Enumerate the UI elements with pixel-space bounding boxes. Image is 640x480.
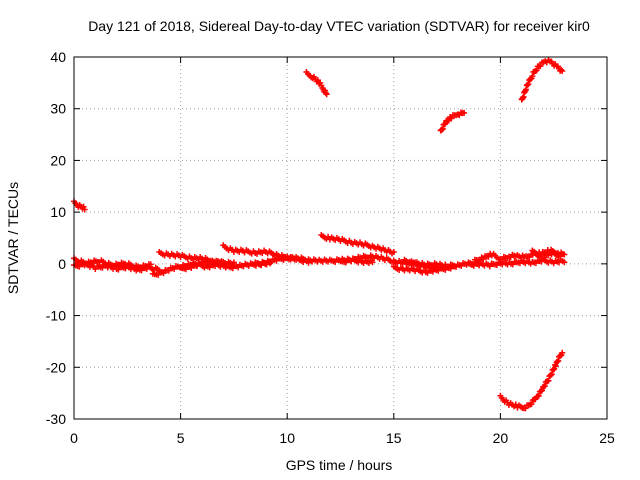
data-point — [165, 267, 172, 274]
data-point — [441, 121, 448, 128]
data-point — [155, 271, 162, 278]
tick-labels: 0 5 10 15 20 25 -30 -20 -10 0 10 20 30 40 — [46, 49, 615, 446]
data-point — [522, 405, 529, 412]
data-point — [525, 81, 532, 88]
series-arc-36 — [303, 69, 330, 98]
data-point — [538, 387, 545, 394]
x-tick-label: 5 — [177, 430, 185, 446]
y-tick-label: 10 — [50, 204, 66, 220]
data-point — [541, 383, 548, 390]
x-tick-label: 15 — [386, 430, 402, 446]
series-band-h — [318, 231, 397, 257]
series-band-e — [177, 257, 227, 273]
x-axis-label: GPS time / hours — [286, 457, 393, 473]
series-band-b — [71, 255, 154, 272]
data-point — [559, 349, 566, 356]
x-tick-label: 25 — [599, 430, 615, 446]
y-tick-label: -30 — [46, 411, 66, 427]
data-point — [160, 270, 167, 277]
y-tick-label: 40 — [50, 49, 66, 65]
data-point — [561, 251, 568, 258]
data-point — [552, 363, 559, 370]
data-point — [369, 259, 376, 266]
series-band-m — [465, 256, 568, 270]
y-tick-label: -10 — [46, 308, 66, 324]
data-point — [512, 401, 519, 408]
data-point — [559, 68, 566, 75]
data-point — [555, 357, 562, 364]
data-point — [80, 203, 87, 210]
chart-title: Day 121 of 2018, Sidereal Day-to-day VTE… — [88, 18, 590, 34]
x-tick-label: 10 — [279, 430, 295, 446]
data-point — [537, 252, 544, 259]
data-point — [535, 392, 542, 399]
x-tick-label: 0 — [70, 430, 78, 446]
data-point — [81, 206, 88, 213]
data-point — [528, 401, 535, 408]
data-series — [71, 57, 568, 412]
data-point — [529, 73, 536, 80]
y-tick-label: 20 — [50, 152, 66, 168]
data-point — [522, 86, 529, 93]
data-point — [147, 261, 154, 268]
data-point — [230, 259, 237, 266]
data-point — [480, 256, 487, 263]
data-point — [454, 261, 461, 268]
y-tick-label: 30 — [50, 101, 66, 117]
data-point — [448, 115, 455, 122]
series-early-arc — [71, 198, 88, 213]
data-point — [548, 371, 555, 378]
series-band-k — [401, 256, 461, 271]
data-point — [461, 109, 468, 116]
series-arc-trough — [497, 349, 566, 412]
plot-frame — [73, 56, 608, 420]
data-point — [526, 254, 533, 261]
data-point — [543, 249, 550, 256]
y-tick-label: 0 — [58, 256, 66, 272]
data-point — [390, 249, 397, 256]
data-point — [220, 259, 227, 266]
series-arc-peak — [518, 57, 566, 103]
series-band-n — [529, 246, 568, 259]
data-point — [533, 67, 540, 74]
data-point — [561, 259, 568, 266]
data-point — [323, 91, 330, 98]
y-axis-label: SDTVAR / TECUs — [5, 182, 21, 294]
data-point — [545, 377, 552, 384]
data-point — [485, 253, 492, 260]
x-tick-label: 20 — [493, 430, 509, 446]
series-arc-28 — [437, 109, 468, 134]
y-tick-label: -20 — [46, 359, 66, 375]
data-point — [537, 63, 544, 70]
